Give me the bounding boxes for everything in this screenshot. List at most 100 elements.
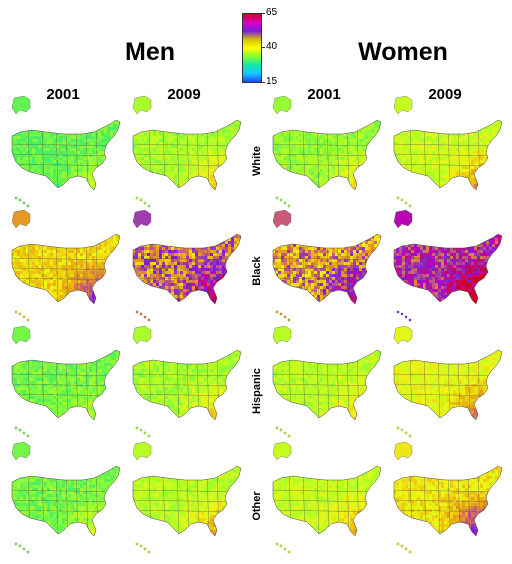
alaska-inset: [132, 209, 152, 229]
county-cells: [394, 466, 502, 536]
hawaii-inset: [275, 426, 291, 438]
county-cells: [12, 466, 120, 536]
us-outline: [132, 349, 242, 421]
choropleth-map: [272, 95, 382, 208]
choropleth-map: [11, 325, 121, 438]
race-label-white: White: [251, 146, 263, 176]
map-black-men-2009: [127, 206, 245, 324]
choropleth-map: [132, 441, 242, 554]
hawaii-inset: [275, 310, 291, 322]
choropleth-map: [393, 209, 503, 322]
county-cells: [394, 234, 502, 304]
us-outline: [272, 233, 382, 305]
us-outline: [272, 349, 382, 421]
race-label-black: Black: [251, 256, 263, 286]
race-label-hispanic: Hispanic: [251, 368, 263, 414]
map-white-women-2009: [388, 92, 506, 210]
legend-tick-mark-bottom: [262, 82, 265, 83]
us-outline: [272, 119, 382, 191]
us-outline: [272, 465, 382, 537]
us-outline: [393, 233, 503, 305]
county-cells: [273, 234, 381, 304]
county-cells: [273, 466, 381, 536]
hawaii-inset: [135, 542, 151, 554]
alaska-inset: [393, 209, 413, 229]
hawaii-inset: [14, 196, 30, 208]
choropleth-map: [272, 325, 382, 438]
alaska-inset: [393, 95, 413, 115]
county-cells: [273, 120, 381, 190]
map-other-men-2001: [6, 438, 124, 556]
alaska-inset: [132, 325, 152, 345]
alaska-inset: [272, 209, 292, 229]
map-white-men-2009: [127, 92, 245, 210]
women-title: Women: [358, 38, 448, 66]
alaska-inset: [132, 95, 152, 115]
county-cells: [12, 234, 120, 304]
county-cells: [394, 350, 502, 420]
hawaii-inset: [396, 542, 412, 554]
map-white-men-2001: [6, 92, 124, 210]
county-cells: [394, 120, 502, 190]
choropleth-map: [393, 325, 503, 438]
men-title: Men: [125, 38, 175, 66]
map-black-men-2001: [6, 206, 124, 324]
choropleth-map: [132, 95, 242, 208]
alaska-inset: [11, 95, 31, 115]
hawaii-inset: [135, 310, 151, 322]
map-black-women-2001: [267, 206, 385, 324]
legend-tick-min: 15: [266, 76, 278, 87]
alaska-inset: [393, 441, 413, 461]
us-outline: [11, 465, 121, 537]
alaska-inset: [132, 441, 152, 461]
map-hispanic-men-2009: [127, 322, 245, 440]
choropleth-map: [11, 441, 121, 554]
alaska-inset: [272, 325, 292, 345]
choropleth-map: [11, 209, 121, 322]
choropleth-map: [132, 209, 242, 322]
county-cells: [12, 350, 120, 420]
alaska-inset: [11, 325, 31, 345]
choropleth-map: [132, 325, 242, 438]
legend-tick-mark-mid: [262, 47, 265, 48]
us-outline: [11, 119, 121, 191]
hawaii-inset: [14, 426, 30, 438]
us-outline: [393, 119, 503, 191]
hawaii-inset: [14, 542, 30, 554]
year-header-men-2001: 2001: [46, 86, 80, 103]
alaska-inset: [272, 441, 292, 461]
choropleth-map: [272, 209, 382, 322]
hawaii-inset: [275, 196, 291, 208]
map-other-women-2009: [388, 438, 506, 556]
map-hispanic-women-2009: [388, 322, 506, 440]
map-other-men-2009: [127, 438, 245, 556]
county-cells: [273, 350, 381, 420]
map-hispanic-men-2001: [6, 322, 124, 440]
year-header-women-2001: 2001: [307, 86, 341, 103]
hawaii-inset: [275, 542, 291, 554]
color-scale-bar: [242, 13, 262, 83]
county-cells: [133, 350, 241, 420]
choropleth-map: [393, 95, 503, 208]
county-cells: [133, 234, 241, 304]
hawaii-inset: [396, 310, 412, 322]
hawaii-inset: [396, 426, 412, 438]
us-outline: [393, 465, 503, 537]
choropleth-map: [393, 441, 503, 554]
legend-tick-mark-top: [262, 13, 265, 14]
choropleth-map: [11, 95, 121, 208]
map-white-women-2001: [267, 92, 385, 210]
us-outline: [132, 233, 242, 305]
hawaii-inset: [396, 196, 412, 208]
hawaii-inset: [135, 196, 151, 208]
county-cells: [12, 120, 120, 190]
race-label-other: Other: [251, 491, 263, 521]
alaska-inset: [11, 441, 31, 461]
alaska-inset: [393, 325, 413, 345]
hawaii-inset: [14, 310, 30, 322]
map-black-women-2009: [388, 206, 506, 324]
year-header-women-2009: 2009: [428, 86, 462, 103]
us-outline: [132, 465, 242, 537]
us-outline: [393, 349, 503, 421]
hawaii-inset: [135, 426, 151, 438]
